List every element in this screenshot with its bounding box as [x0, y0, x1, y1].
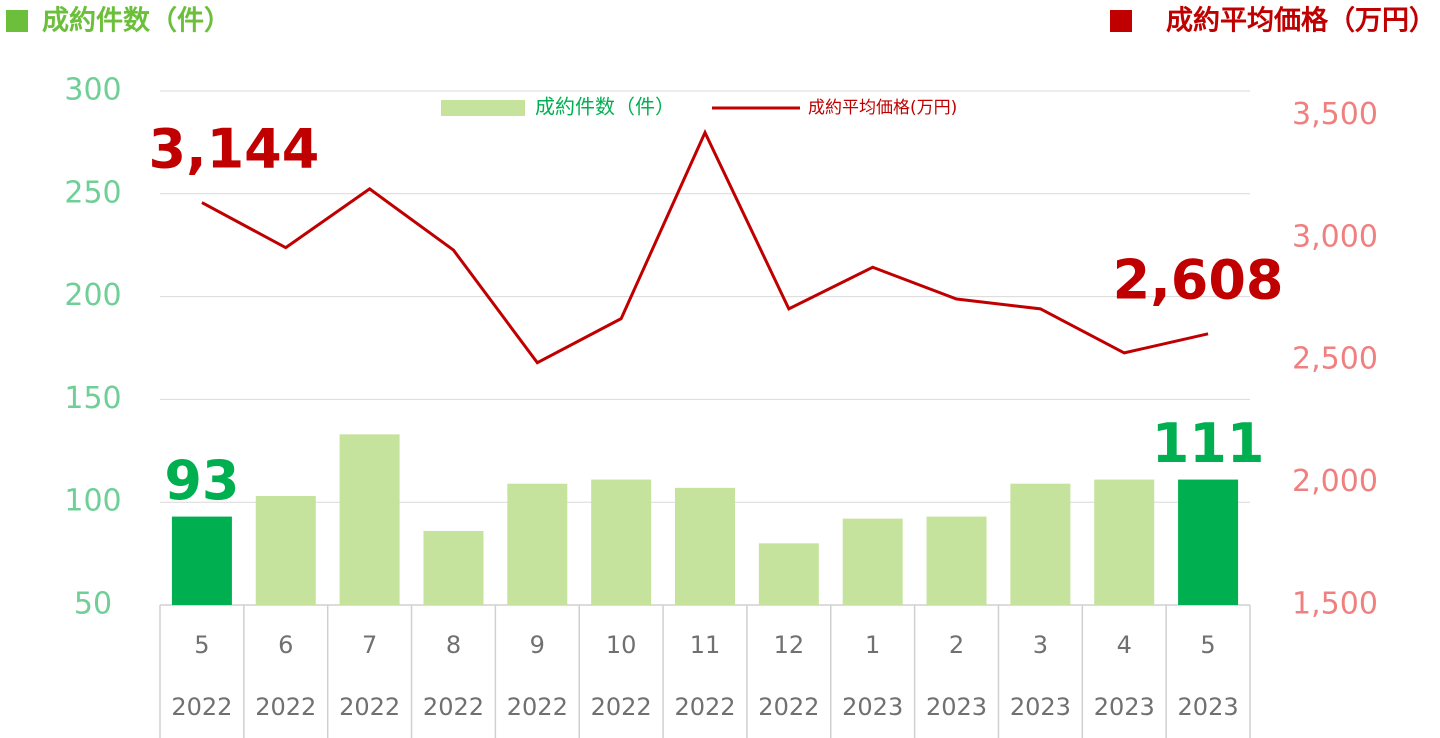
x-year-label: 2022 [339, 693, 400, 721]
x-tick-label: 9 [530, 631, 545, 659]
x-tick-label: 1 [865, 631, 880, 659]
bar [255, 496, 316, 605]
header-marker [6, 10, 28, 32]
x-tick-label: 11 [690, 631, 721, 659]
bar [675, 487, 735, 605]
line [201, 129, 1209, 365]
bar [171, 516, 232, 605]
x-tick-label: 5 [1200, 631, 1215, 659]
left-header: 成約件数（件） [42, 5, 231, 37]
x-year-label: 2023 [842, 693, 903, 721]
line-value-label: 2,608 [1113, 248, 1284, 311]
bar [758, 543, 819, 605]
x-year-label: 2022 [758, 693, 819, 721]
header-marker [1110, 10, 1132, 32]
y-tick-label: 300 [64, 73, 121, 108]
bar-value-label: 111 [1152, 412, 1265, 475]
bar [926, 516, 987, 605]
y-tick-label: 250 [64, 175, 121, 210]
x-year-label: 2022 [255, 693, 316, 721]
x-year-label: 2022 [674, 693, 735, 721]
legend-swatch [441, 100, 525, 116]
x-tick-label: 8 [446, 631, 461, 659]
x-year-label: 2022 [591, 693, 652, 721]
bar [507, 483, 568, 605]
legend-label: 成約平均価格(万円) [808, 98, 957, 118]
x-tick-label: 10 [606, 631, 637, 659]
y2-tick-label: 1,500 [1292, 587, 1378, 622]
x-year-label: 2022 [507, 693, 568, 721]
line-value-label: 3,144 [149, 117, 320, 180]
bar [1178, 479, 1239, 605]
x-tick-label: 12 [774, 631, 805, 659]
bar [1094, 479, 1155, 605]
x-tick-label: 2 [949, 631, 964, 659]
y-tick-label: 150 [64, 381, 121, 416]
x-year-label: 2022 [171, 693, 232, 721]
x-tick-label: 6 [278, 631, 293, 659]
x-tick-label: 5 [194, 631, 209, 659]
y-tick-label: 100 [64, 484, 121, 519]
y-tick-label: 200 [64, 278, 121, 313]
x-tick-label: 7 [362, 631, 377, 659]
bar [339, 434, 400, 605]
bar [1010, 483, 1071, 605]
x-year-label: 2023 [926, 693, 987, 721]
x-year-label: 2023 [1010, 693, 1071, 721]
y2-tick-label: 3,500 [1292, 97, 1378, 132]
legend-label: 成約件数（件） [535, 95, 675, 119]
y2-tick-label: 2,500 [1292, 342, 1378, 377]
x-tick-label: 3 [1033, 631, 1048, 659]
x-year-label: 2023 [1178, 693, 1239, 721]
x-year-label: 2022 [423, 693, 484, 721]
y2-tick-label: 3,000 [1292, 219, 1378, 254]
bar-value-label: 93 [164, 449, 239, 512]
x-year-label: 2023 [1094, 693, 1155, 721]
right-header: 成約平均価格（万円） [1166, 5, 1436, 37]
bar [842, 518, 903, 605]
y-tick-label: 50 [74, 587, 112, 622]
x-tick-label: 4 [1117, 631, 1132, 659]
y2-tick-label: 2,000 [1292, 464, 1378, 499]
bar [591, 479, 652, 605]
bar [423, 530, 484, 605]
